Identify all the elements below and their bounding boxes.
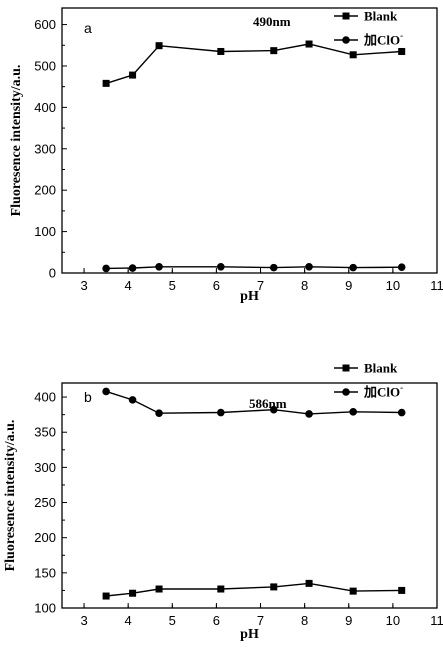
data-point: [128, 396, 137, 404]
chart-panel-b: 3 4 5 6 7 8 9 10 11 100 150 200 250 300 350 400 pH Fluore…: [3, 361, 443, 643]
y-tick-label: 200: [34, 183, 56, 198]
series-clo: [102, 262, 406, 273]
series-line: [105, 43, 402, 85]
data-point: [102, 79, 110, 87]
data-point: [155, 42, 163, 50]
data-point: [269, 263, 278, 272]
plot-frame: [61, 7, 438, 274]
data-point: [128, 264, 137, 272]
series-line: [106, 266, 402, 270]
y-tick-label: 400: [34, 390, 56, 405]
x-tick-label: 10: [386, 613, 400, 628]
series-line: [105, 390, 402, 415]
legend-label: Blank: [364, 9, 398, 24]
y-tick-label: 200: [34, 530, 56, 545]
y-tick-label: 350: [34, 425, 56, 440]
x-tick-label: 4: [125, 278, 132, 293]
legend-marker: [342, 12, 350, 20]
legend-marker: [342, 364, 350, 372]
data-point: [129, 589, 137, 597]
data-point: [129, 71, 137, 79]
x-tick-label: 6: [213, 278, 220, 293]
y-tick-label: 150: [34, 565, 56, 580]
x-tick-label: 10: [386, 278, 400, 293]
data-point: [217, 262, 225, 271]
x-tick-label: 3: [80, 278, 87, 293]
y-tick-label: 100: [34, 601, 56, 616]
series-line: [106, 582, 402, 597]
data-point: [349, 408, 357, 416]
legend-marker: [342, 388, 350, 396]
data-point: [270, 47, 278, 55]
series-clo: [102, 387, 406, 418]
data-point: [155, 262, 163, 271]
x-tick-label: 4: [125, 613, 132, 628]
data-point: [349, 51, 357, 59]
data-point: [349, 587, 357, 595]
x-tick-label: 9: [345, 613, 352, 628]
data-point: [305, 262, 313, 271]
data-point: [102, 264, 110, 273]
y-tick-label: 250: [34, 495, 56, 510]
legend-marker: [342, 36, 350, 44]
panel-label: b: [84, 389, 92, 405]
x-tick-label: 6: [213, 613, 220, 628]
data-point: [102, 592, 110, 600]
data-point: [305, 410, 313, 418]
y-tick-label: 300: [34, 141, 56, 156]
data-point: [155, 585, 163, 593]
panel-label: a: [84, 20, 92, 36]
legend-label: 加ClO-: [363, 383, 403, 400]
data-point: [217, 47, 225, 55]
data-point: [102, 387, 110, 396]
x-tick-label: 7: [257, 613, 264, 628]
x-tick-label: 9: [345, 278, 352, 293]
data-point: [270, 583, 278, 591]
legend-label: 加ClO-: [363, 31, 403, 48]
data-point: [397, 408, 406, 417]
y-tick-label: 400: [34, 100, 56, 115]
data-point: [349, 263, 357, 272]
series-blank: [102, 579, 406, 600]
data-point: [398, 47, 406, 55]
data-point: [217, 408, 225, 417]
x-tick-label: 5: [169, 613, 176, 628]
data-point: [269, 405, 278, 414]
data-point: [398, 586, 406, 594]
data-point: [305, 579, 313, 587]
x-tick-label: 5: [169, 278, 176, 293]
y-tick-label: 500: [34, 58, 56, 73]
legend: Blank 加ClO-: [334, 361, 403, 400]
legend: Blank 加ClO-: [334, 9, 403, 48]
y-axis-title: Fluoresence intensity/a.u.: [9, 65, 24, 217]
y-tick-label: 600: [34, 17, 56, 32]
y-tick-label: 0: [49, 266, 56, 281]
data-point: [155, 409, 163, 418]
x-tick-label: 8: [301, 278, 308, 293]
data-point: [305, 40, 313, 48]
y-axis-title: Fluoresence intensity/a.u.: [3, 420, 18, 572]
y-tick-label: 100: [34, 224, 56, 239]
x-tick-label: 11: [430, 613, 443, 628]
x-axis-title: pH: [240, 289, 259, 304]
wavelength-annotation: 490nm: [253, 14, 291, 29]
plot-frame: [61, 382, 438, 609]
data-point: [217, 585, 225, 593]
data-point: [397, 263, 406, 272]
x-axis-title: pH: [240, 627, 259, 642]
series-blank: [102, 40, 406, 87]
x-tick-label: 7: [257, 278, 264, 293]
x-tick-label: 3: [80, 613, 87, 628]
x-tick-label: 11: [430, 278, 443, 293]
chart-panel-a: 3 4 5 6 7 8 9 10 11 0 100 200 300 400 500 600 pH Fluorese…: [9, 7, 443, 304]
y-tick-label: 300: [34, 460, 56, 475]
wavelength-annotation: 586nm: [249, 396, 287, 411]
x-tick-label: 8: [301, 613, 308, 628]
legend-label: Blank: [364, 361, 398, 376]
